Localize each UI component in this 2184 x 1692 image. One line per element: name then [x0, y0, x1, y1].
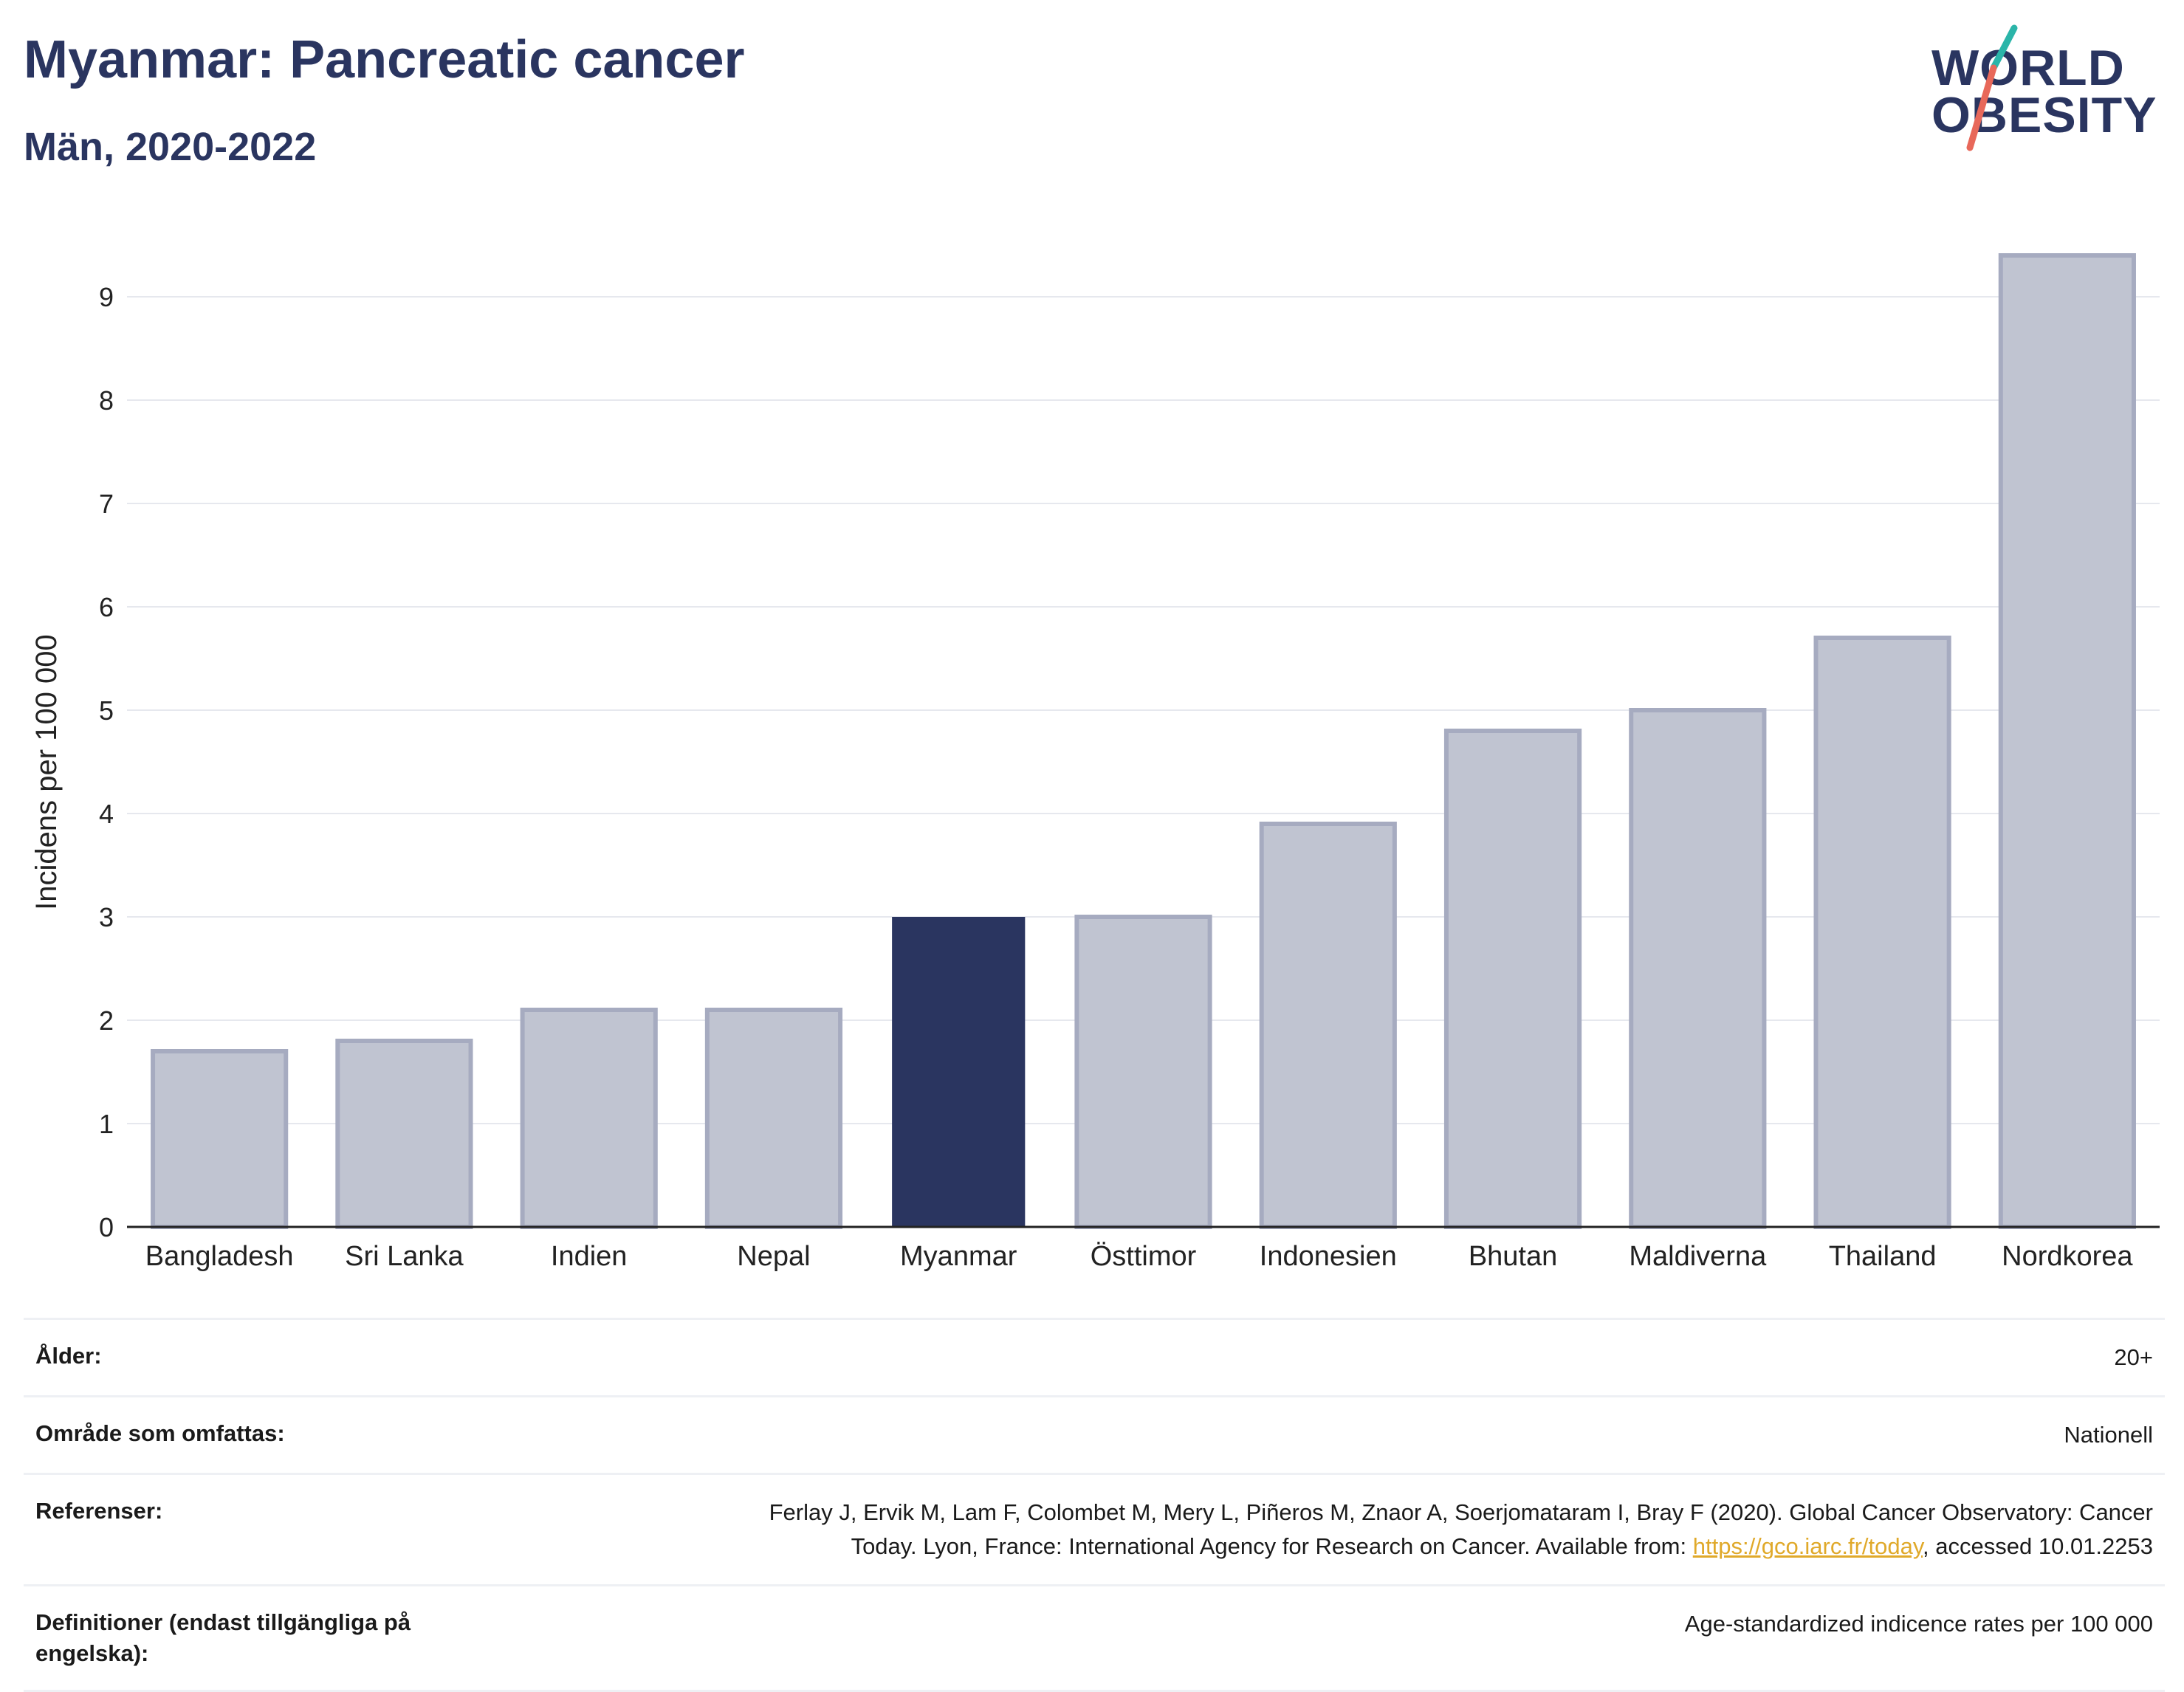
metadata-table: Ålder: 20+ Område som omfattas: Nationel… [24, 1318, 2165, 1692]
bar [1259, 822, 1397, 1229]
bar [1443, 729, 1582, 1229]
meta-area-value: Nationell [2064, 1422, 2153, 1448]
page-subtitle: Män, 2020-2022 [24, 125, 317, 169]
bar [892, 917, 1026, 1227]
meta-row-definitions: Definitioner (endast tillgängliga på eng… [24, 1584, 2165, 1692]
bar [520, 1008, 658, 1229]
logo-slash-icon [1966, 24, 2018, 151]
x-tick-label: Bangladesh [145, 1241, 294, 1272]
meta-age-value: 20+ [2114, 1344, 2153, 1370]
y-tick-label: 6 [99, 592, 114, 622]
y-tick-label: 9 [99, 282, 114, 312]
meta-ref-value: Ferlay J, Ervik M, Lam F, Colombet M, Me… [769, 1496, 2153, 1564]
meta-def-label: Definitioner (endast tillgängliga på eng… [35, 1609, 411, 1666]
logo-line-2: OBESITY [1931, 87, 2157, 143]
meta-ref-label: Referenser: [35, 1498, 163, 1524]
meta-age-label: Ålder: [35, 1343, 102, 1369]
meta-def-value: Age-standardized indicence rates per 100… [1684, 1611, 2153, 1637]
meta-row-area: Område som omfattas: Nationell [24, 1395, 2165, 1473]
page-title: Myanmar: Pancreatic cancer [24, 30, 745, 89]
meta-area-label: Område som omfattas: [35, 1420, 285, 1446]
bar [1813, 636, 1951, 1229]
y-tick-label: 0 [99, 1212, 114, 1242]
x-tick-label: Sri Lanka [345, 1241, 464, 1272]
ref-text-accessed: , accessed 10.01.2253 [1923, 1533, 2153, 1559]
ref-link[interactable]: https://gco.iarc.fr/today [1692, 1533, 1923, 1559]
x-tick-label: Indonesien [1260, 1241, 1397, 1272]
y-tick-label: 2 [99, 1005, 114, 1036]
bar [335, 1039, 473, 1229]
x-tick-label: Thailand [1829, 1241, 1937, 1272]
x-tick-label: Maldiverna [1629, 1241, 1767, 1272]
bar [151, 1049, 289, 1229]
meta-row-age: Ålder: 20+ [24, 1318, 2165, 1395]
bar-chart: 0 1 2 3 4 5 6 7 8 9 Bangladesh Sri Lanka Indien Nepal… [30, 253, 2160, 1272]
bar [1074, 915, 1212, 1229]
x-tick-label: Nordkorea [2002, 1241, 2133, 1272]
world-obesity-logo: WORLD OBESITY [1920, 22, 2171, 155]
bar [704, 1008, 843, 1229]
x-tick-label: Myanmar [900, 1241, 1017, 1272]
x-tick-label: Indien [551, 1241, 628, 1272]
logo-line-1: WORLD [1931, 40, 2125, 96]
y-tick-label: 3 [99, 902, 114, 932]
y-axis-title: Incidens per 100 000 [30, 634, 63, 910]
x-tick-label: Nepal [737, 1241, 810, 1272]
y-tick-label: 4 [99, 799, 114, 829]
x-tick-label: Bhutan [1469, 1241, 1557, 1272]
y-tick-label: 1 [99, 1109, 114, 1139]
meta-row-references: Referenser: Ferlay J, Ervik M, Lam F, Co… [24, 1473, 2165, 1584]
ref-text-line-1: Ferlay J, Ervik M, Lam F, Colombet M, Me… [769, 1499, 2153, 1525]
ref-text-line-2: Today. Lyon, France: International Agenc… [851, 1533, 1693, 1559]
x-tick-label: Östtimor [1091, 1241, 1197, 1272]
y-tick-label: 8 [99, 385, 114, 416]
bar [1629, 708, 1767, 1229]
y-tick-label: 5 [99, 695, 114, 726]
y-tick-label: 7 [99, 489, 114, 519]
bar [1998, 253, 2136, 1229]
